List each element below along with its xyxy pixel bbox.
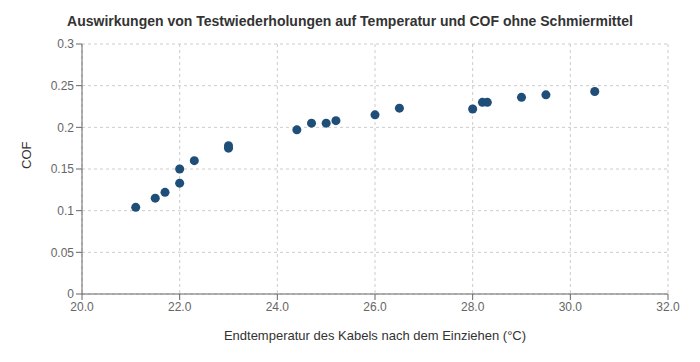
svg-text:0.15: 0.15	[51, 162, 75, 176]
svg-text:20.0: 20.0	[70, 300, 94, 314]
svg-text:Endtemperatur des Kabels nach: Endtemperatur des Kabels nach dem Einzie…	[224, 328, 526, 343]
svg-text:0.25: 0.25	[51, 79, 75, 93]
svg-text:0: 0	[67, 287, 74, 301]
html-text:Auswirkungen von Testwiederhol: Auswirkungen von Testwiederholungen auf …	[67, 13, 633, 29]
svg-text:22.0: 22.0	[168, 300, 192, 314]
svg-text:26.0: 26.0	[363, 300, 387, 314]
svg-text:30.0: 30.0	[559, 300, 583, 314]
svg-text:28.0: 28.0	[461, 300, 485, 314]
svg-text:24.0: 24.0	[266, 300, 290, 314]
svg-text:32.0: 32.0	[656, 300, 680, 314]
svg-text:0.2: 0.2	[57, 121, 74, 135]
svg-text:0.3: 0.3	[57, 37, 74, 51]
svg-text:0.1: 0.1	[57, 204, 74, 218]
svg-text:COF: COF	[19, 142, 34, 170]
svg-text:0.05: 0.05	[51, 246, 75, 260]
